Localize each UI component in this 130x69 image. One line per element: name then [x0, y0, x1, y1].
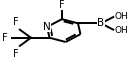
- Text: B: B: [97, 18, 105, 28]
- Text: N: N: [43, 22, 51, 32]
- Text: F: F: [13, 17, 19, 27]
- Text: OH: OH: [115, 12, 128, 21]
- Text: F: F: [2, 33, 8, 43]
- Text: OH: OH: [115, 26, 128, 35]
- Text: F: F: [59, 0, 65, 10]
- Text: F: F: [13, 49, 19, 59]
